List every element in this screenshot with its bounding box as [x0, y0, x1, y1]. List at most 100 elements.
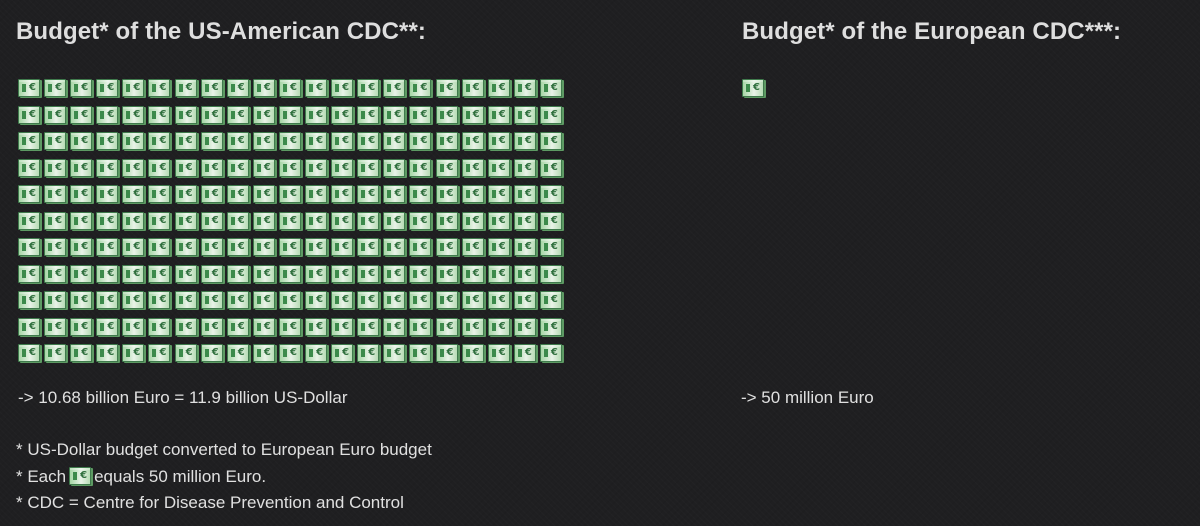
euro-banknote-icon — [278, 132, 301, 150]
euro-banknote-icon — [44, 185, 67, 203]
euro-banknote-icon — [331, 158, 354, 177]
euro-banknote-icon — [409, 238, 432, 256]
euro-banknote-icon — [539, 238, 562, 256]
euro-banknote-icon — [409, 158, 432, 177]
euro-banknote-icon — [96, 344, 119, 362]
euro-banknote-icon — [96, 185, 119, 203]
euro-banknote-icon — [435, 211, 458, 230]
euro-banknote-icon — [70, 158, 93, 177]
us-budget-bills-grid — [18, 79, 562, 363]
euro-banknote-icon — [461, 344, 484, 362]
euro-banknote-icon — [305, 264, 328, 283]
euro-banknote-icon — [539, 105, 562, 124]
euro-banknote-icon — [305, 132, 328, 150]
euro-banknote-icon — [487, 79, 510, 97]
euro-banknote-icon — [252, 344, 275, 362]
euro-banknote-icon — [435, 238, 458, 256]
euro-banknote-icon — [487, 344, 510, 362]
euro-banknote-icon — [200, 132, 223, 150]
euro-banknote-icon — [435, 105, 458, 124]
euro-banknote-icon — [278, 158, 301, 177]
euro-banknote-icon — [70, 79, 93, 97]
euro-banknote-icon — [148, 185, 171, 203]
euro-banknote-icon — [383, 132, 406, 150]
euro-banknote-icon — [278, 264, 301, 283]
footnote-bill-value-suffix: equals 50 million Euro. — [94, 466, 267, 486]
euro-banknote-icon — [305, 317, 328, 336]
euro-banknote-icon — [539, 317, 562, 336]
euro-banknote-icon — [122, 317, 145, 336]
euro-banknote-icon — [461, 132, 484, 150]
euro-banknote-icon — [539, 264, 562, 283]
eu-cdc-budget-title: Budget* of the European CDC***: — [742, 18, 1122, 45]
euro-banknote-icon — [487, 158, 510, 177]
euro-banknote-icon — [69, 466, 92, 485]
euro-banknote-icon — [331, 211, 354, 230]
footnote-conversion: * US-Dollar budget converted to European… — [16, 440, 432, 459]
eu-budget-summary: -> 50 million Euro — [741, 388, 874, 407]
euro-banknote-icon — [539, 344, 562, 362]
euro-banknote-icon — [200, 291, 223, 309]
euro-banknote-icon — [70, 291, 93, 309]
euro-banknote-icon — [96, 79, 119, 97]
euro-banknote-icon — [200, 185, 223, 203]
euro-banknote-icon — [44, 291, 67, 309]
euro-banknote-icon — [461, 317, 484, 336]
euro-banknote-icon — [226, 317, 249, 336]
euro-banknote-icon — [122, 132, 145, 150]
euro-banknote-icon — [278, 105, 301, 124]
euro-banknote-icon — [96, 291, 119, 309]
euro-banknote-icon — [200, 317, 223, 336]
euro-banknote-icon — [96, 211, 119, 230]
euro-banknote-icon — [278, 185, 301, 203]
euro-banknote-icon — [305, 79, 328, 97]
euro-banknote-icon — [226, 105, 249, 124]
euro-banknote-icon — [487, 238, 510, 256]
euro-banknote-icon — [200, 158, 223, 177]
euro-banknote-icon — [122, 211, 145, 230]
euro-banknote-icon — [70, 105, 93, 124]
euro-banknote-icon — [357, 317, 380, 336]
euro-banknote-icon — [200, 238, 223, 256]
euro-banknote-icon — [409, 291, 432, 309]
euro-banknote-icon — [435, 132, 458, 150]
euro-banknote-icon — [383, 238, 406, 256]
euro-banknote-icon — [331, 132, 354, 150]
euro-banknote-icon — [331, 291, 354, 309]
euro-banknote-icon — [96, 105, 119, 124]
euro-banknote-icon — [122, 185, 145, 203]
euro-banknote-icon — [200, 264, 223, 283]
euro-banknote-icon — [148, 105, 171, 124]
euro-banknote-icon — [383, 185, 406, 203]
euro-banknote-icon — [200, 211, 223, 230]
euro-banknote-icon — [383, 105, 406, 124]
euro-banknote-icon — [513, 105, 536, 124]
euro-banknote-icon — [357, 185, 380, 203]
euro-banknote-icon — [18, 158, 40, 177]
euro-banknote-icon — [513, 264, 536, 283]
euro-banknote-icon — [174, 79, 197, 97]
euro-banknote-icon — [461, 79, 484, 97]
euro-banknote-icon — [174, 158, 197, 177]
euro-banknote-icon — [409, 317, 432, 336]
euro-banknote-icon — [487, 132, 510, 150]
euro-banknote-icon — [461, 291, 484, 309]
euro-banknote-icon — [305, 344, 328, 362]
euro-banknote-icon — [252, 158, 275, 177]
euro-banknote-icon — [383, 317, 406, 336]
euro-banknote-icon — [461, 211, 484, 230]
euro-banknote-icon — [513, 185, 536, 203]
euro-banknote-icon — [70, 211, 93, 230]
euro-banknote-icon — [252, 185, 275, 203]
euro-banknote-icon — [44, 317, 67, 336]
euro-banknote-icon — [461, 158, 484, 177]
euro-banknote-icon — [357, 158, 380, 177]
euro-banknote-icon — [70, 185, 93, 203]
euro-banknote-icon — [44, 105, 67, 124]
euro-banknote-icon — [409, 132, 432, 150]
euro-banknote-icon — [357, 344, 380, 362]
euro-banknote-icon — [252, 291, 275, 309]
us-cdc-budget-title: Budget* of the US-American CDC**: — [16, 18, 426, 45]
euro-banknote-icon — [122, 238, 145, 256]
euro-banknote-icon — [226, 238, 249, 256]
